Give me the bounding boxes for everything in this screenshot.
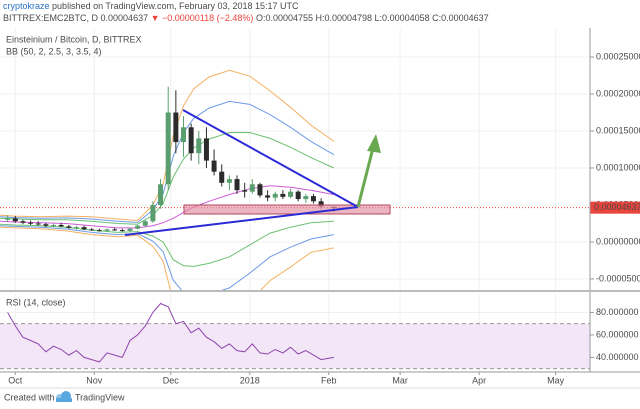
bollinger-band — [0, 225, 334, 290]
x-tick-label: Mar — [392, 375, 408, 385]
candle-body — [66, 226, 72, 228]
candle-body — [142, 221, 148, 226]
candle-body — [303, 196, 309, 200]
published: published on TradingView.com, February 0… — [52, 1, 299, 11]
candle-body — [249, 184, 255, 192]
candle-body — [89, 229, 95, 231]
last: 0.00004637 — [101, 13, 149, 23]
y-tick-label: 60.000000 — [596, 329, 639, 339]
chart-title: RSI (14, close) — [6, 297, 66, 307]
x-tick-label: Oct — [8, 375, 23, 385]
symbol: BITTREX:EMC2BTC, D — [3, 13, 99, 23]
y-tick-label: 0.00010000 — [596, 162, 640, 172]
bollinger-band — [0, 69, 335, 222]
candle-body — [226, 179, 232, 183]
x-tick-label: Feb — [321, 375, 337, 385]
candle-body — [196, 138, 202, 154]
candle-body — [12, 218, 18, 222]
indicator-label: BB (50, 2, 2.5, 3, 3.5, 4) — [6, 46, 102, 56]
candle-body — [43, 224, 49, 226]
candle-body — [150, 204, 156, 222]
support-zone — [183, 204, 391, 215]
candle-body — [35, 223, 41, 225]
candle-body — [257, 184, 263, 196]
brand[interactable]: TradingView — [75, 392, 125, 402]
rsi-band — [0, 323, 590, 369]
candle-body — [127, 228, 133, 231]
candle-body — [158, 184, 164, 205]
y-tick-label: 40.000000 — [596, 352, 639, 362]
candle-body — [20, 221, 26, 223]
drawings — [124, 109, 391, 236]
pane — [0, 28, 590, 290]
header-line: cryptokraze published on TradingView.com… — [3, 1, 299, 11]
candle-body — [96, 230, 102, 232]
rsi-line — [7, 302, 334, 363]
candle-body — [5, 218, 11, 220]
last-price-box — [590, 201, 640, 214]
candle-body — [81, 227, 87, 230]
trend-line — [124, 206, 359, 236]
x-tick-label: May — [547, 375, 565, 385]
candle-body — [180, 127, 186, 143]
candle-body — [318, 201, 324, 207]
y-tick-label: 0.00000000 — [596, 236, 640, 246]
footer-text: Created with — [4, 392, 55, 402]
candle-body — [28, 222, 34, 224]
arrow-shaft — [356, 147, 375, 208]
candle-body — [73, 227, 79, 229]
logo — [56, 391, 72, 402]
candle-body — [188, 127, 194, 154]
candle-body — [119, 230, 125, 232]
candle-body — [242, 190, 248, 192]
header-quote: BITTREX:EMC2BTC, D 0.00004637 ▼ −0.00000… — [3, 13, 489, 23]
candle-body — [112, 229, 118, 231]
y-tick-label: 80.000000 — [596, 307, 639, 317]
bollinger-band — [0, 185, 334, 229]
pane — [0, 293, 590, 372]
candle-body — [234, 179, 240, 191]
arrow-head — [367, 134, 381, 153]
candle-body — [295, 191, 301, 200]
candle-body — [272, 193, 278, 198]
bollinger-band — [0, 132, 335, 225]
candle-body — [173, 112, 179, 143]
x-tick-label: Nov — [86, 375, 103, 385]
candle-body — [265, 195, 271, 198]
x-tick-label: 2018 — [240, 375, 260, 385]
bollinger-band — [0, 220, 334, 267]
candle-body — [310, 196, 316, 202]
candle-body — [288, 191, 294, 197]
ohlc: O:0.00004755 H:0.00004798 L:0.00004058 C… — [256, 13, 489, 23]
x-tick-label: Dec — [163, 375, 180, 385]
candle-body — [165, 112, 171, 185]
chart-title: Einsteinium / Bitcoin, D, BITTREX — [6, 34, 142, 44]
candle-body — [219, 171, 225, 183]
y-tick-label: 0.00015000 — [596, 125, 640, 135]
last-price-label: 0.00004637 — [594, 202, 640, 212]
candle-body — [211, 160, 217, 172]
y-tick-label: 0.00020000 — [596, 88, 640, 98]
change: ▼ −0.00000118 (−2.48%) — [151, 13, 254, 23]
bollinger-band — [0, 226, 334, 290]
x-tick-label: Apr — [472, 375, 486, 385]
bollinger-band — [0, 100, 335, 223]
candle-body — [203, 138, 209, 161]
candle-body — [135, 225, 141, 229]
candle-body — [104, 229, 110, 231]
plot-layer: 0.00025000 0.00020000 0.00015000 0.00010000… — [0, 28, 640, 385]
candle-body — [280, 193, 286, 197]
trend-line — [182, 109, 359, 208]
author[interactable]: cryptokraze — [3, 1, 50, 11]
y-tick-label: 0.00025000 — [596, 51, 640, 61]
candle-body — [51, 224, 57, 226]
candle-body — [58, 224, 64, 227]
